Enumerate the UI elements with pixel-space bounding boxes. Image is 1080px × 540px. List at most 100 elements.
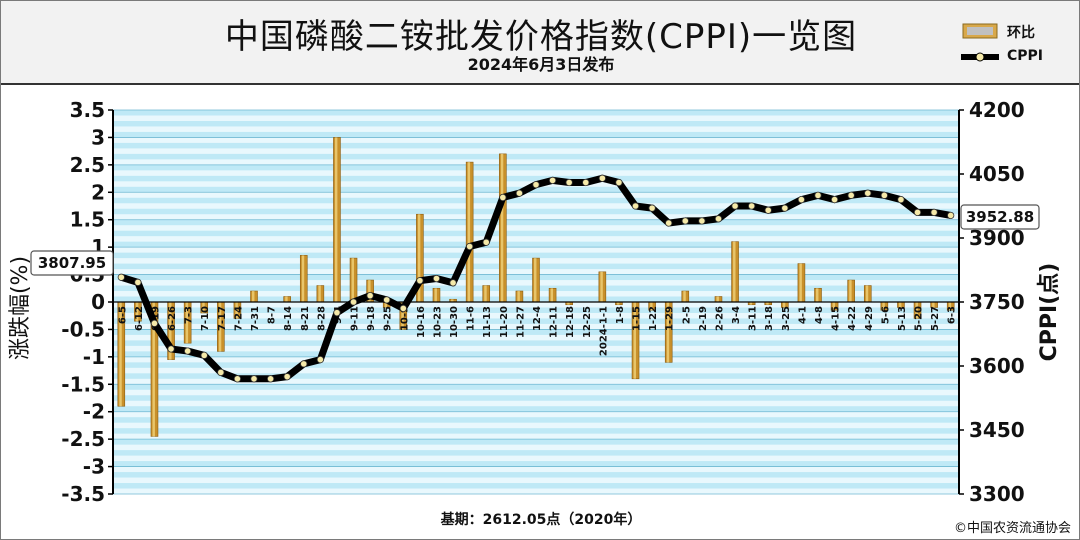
legend-item-line: CPPI [959, 47, 1069, 67]
cppi-point [897, 196, 905, 204]
bar-highlight [799, 263, 802, 302]
cppi-point [681, 217, 689, 225]
bar-highlight [534, 258, 537, 302]
bar-highlight [650, 302, 653, 311]
x-tick-label: 9-25 [383, 306, 394, 331]
plot-band [113, 131, 959, 138]
first-value-label: 3807.95 [38, 254, 106, 272]
x-tick-label: 11-13 [482, 306, 493, 338]
bar-highlight [235, 302, 238, 319]
right-tick-label: 3750 [969, 290, 1025, 314]
x-tick-label: 7-3 [184, 306, 195, 324]
bar-highlight [185, 302, 189, 344]
cppi-point [781, 204, 789, 212]
bar-highlight [865, 285, 869, 302]
cppi-point [300, 360, 308, 368]
cppi-point [366, 292, 374, 300]
x-tick-label: 3-25 [781, 306, 792, 331]
cppi-point [582, 178, 590, 187]
plot-band [113, 153, 959, 160]
cppi-point [250, 375, 258, 383]
plot-band [113, 439, 959, 445]
cppi-point [598, 174, 606, 182]
x-tick-label: 12-4 [532, 306, 543, 331]
bar-highlight [832, 302, 836, 311]
x-tick-label: 3-18 [764, 306, 775, 331]
x-tick-label: 1-8 [615, 306, 626, 324]
cppi-point [499, 193, 507, 202]
left-tick-label: 0 [91, 290, 105, 314]
x-tick-label: 4-15 [831, 306, 842, 331]
cppi-point [150, 319, 159, 327]
plot-band [113, 241, 959, 248]
cppi-point [847, 191, 855, 199]
plot-band [113, 252, 959, 259]
plot-band [113, 395, 959, 401]
cppi-point [797, 196, 806, 204]
cppi-point [532, 181, 540, 189]
bar-highlight [285, 296, 288, 302]
cppi-point [814, 191, 822, 199]
chart-subtitle: 2024年6月3日发布 [467, 55, 615, 74]
plot-band [113, 142, 959, 149]
cppi-point [117, 273, 125, 281]
bar-highlight [119, 302, 122, 407]
cppi-point [266, 375, 275, 383]
x-tick-label: 2-26 [714, 306, 725, 331]
bar-highlight [517, 291, 520, 302]
left-tick-label: 2 [91, 180, 105, 204]
first-value-label-box [30, 250, 114, 276]
plot-band [113, 340, 959, 346]
last-value-label-box [960, 204, 1040, 230]
right-axis-title: CPPI(点) [1036, 263, 1062, 362]
cppi-point [432, 274, 441, 283]
x-tick-label: 1-29 [665, 306, 676, 331]
cppi-point [830, 196, 839, 204]
plot-band [113, 406, 959, 412]
cppi-point [864, 189, 872, 197]
chart-legend: 环比 CPPI [959, 19, 1069, 69]
x-tick-label: 7-17 [217, 306, 228, 331]
footer-base-period: 基期：2612.05点（2020年） [440, 512, 642, 528]
bar-highlight [898, 302, 902, 308]
right-tick-label: 4200 [969, 98, 1025, 122]
bar-highlight [633, 302, 636, 379]
plot-band [113, 351, 959, 357]
x-tick-label: 12-18 [565, 306, 576, 338]
x-tick-label: 4-29 [864, 306, 875, 331]
bar-highlight [318, 285, 321, 302]
cppi-point [930, 208, 938, 217]
right-tick-label: 3450 [969, 418, 1025, 442]
legend-bar-swatch-icon [962, 23, 998, 39]
left-tick-label: -0.5 [61, 317, 105, 341]
plot-band [113, 175, 959, 182]
bar-highlight [932, 302, 935, 308]
x-tick-label: 4-8 [814, 306, 825, 324]
right-tick-label: 3600 [969, 354, 1025, 378]
plot-band [113, 384, 959, 390]
bar-highlight [683, 291, 686, 302]
right-tick-label: 3900 [969, 226, 1025, 250]
cppi-point [714, 215, 723, 223]
cppi-point [449, 279, 457, 287]
plot-band [113, 472, 959, 478]
plot-band [113, 208, 959, 215]
bar-highlight [417, 214, 421, 302]
x-tick-label: 4-1 [797, 306, 808, 324]
x-tick-label: 6-5 [117, 306, 128, 324]
x-tick-label: 5-13 [897, 306, 908, 331]
bar-highlight [384, 302, 388, 308]
bar-highlight [152, 302, 155, 437]
x-tick-label: 11-6 [466, 306, 477, 331]
plot-band [113, 219, 959, 226]
x-tick-label: 7-31 [250, 306, 261, 331]
plot-band [113, 186, 959, 193]
left-tick-label: 3.5 [70, 98, 105, 122]
right-tick-label: 4050 [969, 162, 1025, 186]
left-tick-label: -3 [83, 455, 105, 479]
cppi-point [880, 191, 888, 199]
left-tick-label: 2.5 [70, 153, 105, 177]
plot-band [113, 307, 959, 313]
x-tick-label: 10-23 [432, 306, 443, 338]
cppi-point [731, 202, 739, 210]
